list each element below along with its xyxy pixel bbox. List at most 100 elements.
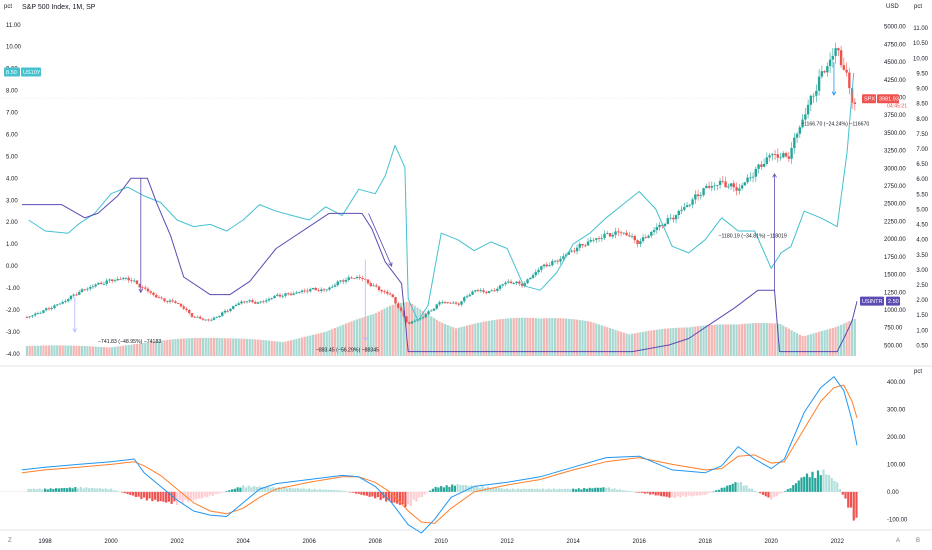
volume-bar xyxy=(837,326,840,356)
histogram-bar xyxy=(134,491,137,497)
histogram-bar xyxy=(272,486,275,492)
histogram-bar xyxy=(239,487,242,492)
histogram-bar xyxy=(775,491,778,497)
volume-bar xyxy=(507,318,510,356)
histogram-bar xyxy=(517,488,520,492)
annotation-arrows xyxy=(72,62,837,342)
volume-bar xyxy=(471,324,474,356)
histogram-bar xyxy=(646,491,649,494)
candle-body xyxy=(754,168,758,177)
volume-bar xyxy=(146,342,150,356)
histogram-bar xyxy=(640,491,644,493)
volume-bar xyxy=(188,338,191,356)
histogram-bar xyxy=(522,488,525,492)
auto-scale-button[interactable]: A xyxy=(896,538,901,544)
candle-body xyxy=(848,72,851,89)
candle-body xyxy=(760,164,763,167)
candle-body xyxy=(512,283,515,284)
volume-bar xyxy=(155,341,158,356)
candle-body xyxy=(64,300,67,302)
volume-bar xyxy=(581,320,584,356)
histogram-bar xyxy=(154,491,157,500)
histogram-bar xyxy=(618,489,622,492)
histogram-bar xyxy=(294,488,297,492)
candle-body xyxy=(617,231,620,233)
volume-bar xyxy=(619,331,623,356)
volume-bar xyxy=(196,337,199,356)
volume-bar xyxy=(476,322,480,356)
histogram-bar xyxy=(203,491,206,497)
volume-bar xyxy=(485,321,488,356)
candle-body xyxy=(210,319,213,321)
histogram-bar xyxy=(319,489,322,492)
candle-body xyxy=(595,238,598,240)
price-tick-label: 4750.00 xyxy=(884,42,906,48)
histogram-bar xyxy=(519,489,523,492)
candle-body xyxy=(729,183,733,187)
histogram-bar xyxy=(750,488,754,492)
histogram-layer xyxy=(27,469,858,521)
candle-body xyxy=(113,280,117,282)
histogram-bar xyxy=(541,488,545,492)
candle-body xyxy=(61,301,64,304)
chart-title: S&P 500 Index, 1M, SP xyxy=(22,4,96,11)
price-tick-label: 4500.00 xyxy=(884,60,906,66)
histogram-bar xyxy=(360,491,363,495)
candle-body xyxy=(34,313,37,316)
price-axis-unit: USD xyxy=(886,4,899,10)
volume-bar xyxy=(347,322,350,356)
price-tick-label: 3500.00 xyxy=(884,131,906,137)
volume-bar xyxy=(78,345,81,356)
volume-bar xyxy=(237,338,240,356)
volume-bar xyxy=(817,331,821,356)
candle-body xyxy=(562,256,565,259)
candle-body xyxy=(344,279,348,282)
volume-bar xyxy=(416,307,419,356)
candle-body xyxy=(611,234,615,237)
histogram-bar xyxy=(530,488,534,492)
volume-bar xyxy=(526,317,529,356)
drawdown-arrow xyxy=(368,213,393,267)
time-tick-label: 1998 xyxy=(38,539,52,545)
volume-bar xyxy=(267,340,271,356)
candle-body xyxy=(155,294,158,298)
volume-bar xyxy=(743,323,746,356)
drawdown-arrowhead xyxy=(831,91,837,96)
histogram-bar xyxy=(594,487,597,492)
volume-bar xyxy=(435,319,438,356)
volume-bar xyxy=(628,334,631,356)
histogram-bar xyxy=(462,484,465,492)
candle-body xyxy=(358,277,361,278)
pct-tick-label: 4.50 xyxy=(916,223,928,229)
histogram-bar xyxy=(162,491,165,502)
volume-bar xyxy=(210,337,213,356)
volume-bar xyxy=(683,327,686,356)
histogram-bar xyxy=(464,485,468,492)
volume-bar xyxy=(226,338,229,356)
candle-body xyxy=(707,186,711,188)
histogram-bar xyxy=(687,491,690,496)
candle-body xyxy=(619,232,623,234)
histogram-bar xyxy=(228,490,231,492)
spx-countdown: 04:45:21 xyxy=(887,104,907,110)
volume-bar xyxy=(806,334,810,356)
zoom-reset-button[interactable]: Z xyxy=(8,538,12,544)
volume-bar xyxy=(83,346,86,356)
histogram-bar xyxy=(365,491,369,496)
histogram-bar xyxy=(503,488,506,492)
scale-mode-button[interactable]: B xyxy=(916,538,921,544)
histogram-bar xyxy=(35,489,38,492)
histogram-bar xyxy=(44,488,47,492)
histogram-bar xyxy=(321,489,325,492)
candle-body xyxy=(468,294,471,297)
annotation-labels: −741.83 (−48.95%) −74183 −883.45 (−56.29%… xyxy=(98,122,869,354)
volume-bar xyxy=(512,317,515,356)
candle-body xyxy=(229,308,232,311)
drawdown-arrowhead xyxy=(388,262,393,267)
histogram-bar xyxy=(189,491,192,500)
pct-tick-label: 7.50 xyxy=(916,132,928,138)
price-tick-label: 500.00 xyxy=(884,343,903,349)
histogram-bar xyxy=(528,488,531,492)
volume-bar xyxy=(61,345,64,356)
histogram-bar xyxy=(90,487,93,492)
